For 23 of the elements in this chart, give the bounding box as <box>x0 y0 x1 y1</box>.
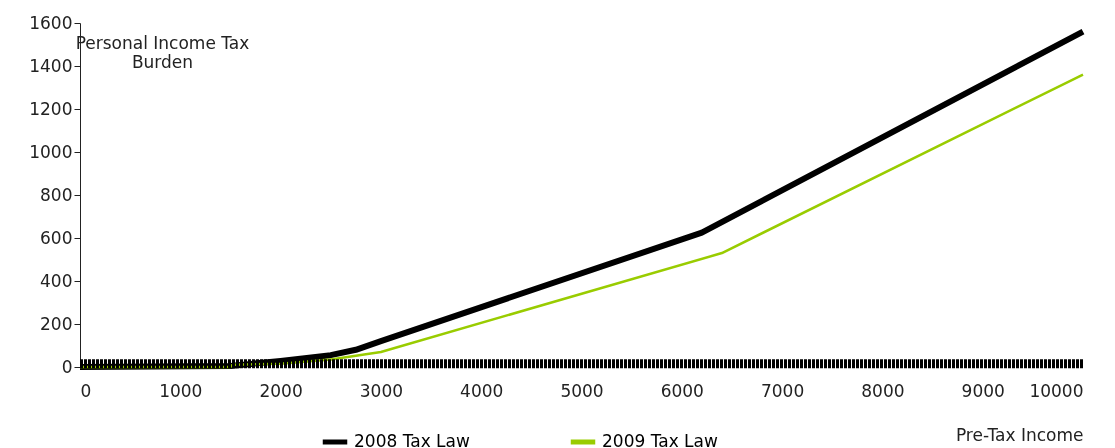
x-tick-label: 10000 <box>1029 380 1084 401</box>
legend-label: 2009 Tax Law <box>602 431 719 448</box>
x-tick-label: 6000 <box>660 380 704 401</box>
y-tick-label: 1200 <box>29 98 73 119</box>
x-tick-label: 0 <box>80 380 92 401</box>
x-tick-label: 1000 <box>159 380 203 401</box>
y-tick-label: 400 <box>40 270 73 291</box>
y-tick-label: 1000 <box>29 141 73 162</box>
x-tick-label: 3000 <box>359 380 404 401</box>
x-axis-title: Pre-Tax Income <box>955 424 1084 445</box>
x-tick-label: 2000 <box>259 380 303 401</box>
y-tick-label: 1600 <box>29 12 73 33</box>
x-tick-label: 5000 <box>560 380 604 401</box>
x-tick-label: 7000 <box>760 380 805 401</box>
y-tick-label: 200 <box>40 313 73 334</box>
x-tick-label: 8000 <box>861 380 905 401</box>
x-tick-label: 4000 <box>460 380 504 401</box>
y-tick-label: 0 <box>61 356 73 377</box>
legend-label: 2008 Tax Law <box>354 431 471 448</box>
y-tick-label: 1400 <box>29 55 73 76</box>
y-tick-label: 800 <box>40 184 73 205</box>
x-tick-label: 9000 <box>961 380 1005 401</box>
y-tick-label: 600 <box>40 227 73 248</box>
